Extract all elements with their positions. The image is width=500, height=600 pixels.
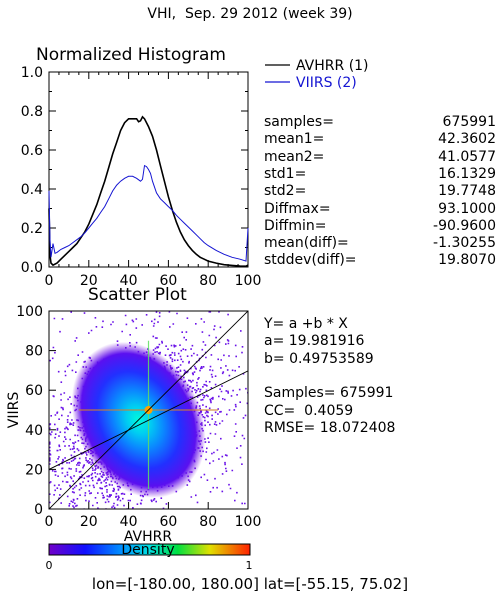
histogram-title: Normalized Histogram	[36, 45, 226, 65]
stats-value: 19.7748	[438, 183, 496, 200]
scatter-title: Scatter Plot	[88, 285, 187, 305]
stats-row: Diffmax= 93.1000	[264, 201, 496, 217]
regression-line-text: RMSE= 18.072408	[264, 419, 396, 436]
x-tick-label: 0	[45, 514, 54, 530]
stats-row: samples= 675991	[264, 114, 496, 130]
stats-row: std1= 16.1329	[264, 166, 496, 182]
y-tick-label: 0.6	[21, 143, 43, 159]
stats-row: Diffmin= -90.9600	[264, 218, 496, 234]
colorbar-min-label: 0	[46, 559, 53, 572]
regression-line-text: Samples= 675991	[264, 385, 394, 402]
x-tick-label: 60	[159, 273, 177, 289]
y-tick-label: 1.0	[21, 65, 43, 81]
series-line-viirs	[48, 164, 249, 262]
y-tick-label: 40	[25, 423, 43, 439]
regression-line-text: b= 0.49753589	[264, 350, 374, 367]
page-title: VHI, Sep. 29 2012 (week 39)	[147, 6, 353, 22]
stats-value: -90.9600	[433, 217, 496, 234]
y-tick-label: 0.8	[21, 104, 43, 120]
colorbar-max-label: 1	[246, 559, 253, 572]
x-tick-label: 20	[80, 273, 98, 289]
stats-row: stddev(diff)= 19.8070	[264, 252, 496, 268]
colorbar	[48, 543, 251, 556]
y-axis-label: VIIRS	[6, 392, 22, 429]
stats-value: 675991	[442, 114, 496, 130]
y-tick-label: 100	[16, 304, 43, 320]
regression-line-text: Y= a +b * X	[264, 316, 348, 332]
stats-value: 41.0577	[438, 148, 496, 165]
x-tick-label: 40	[120, 273, 138, 289]
stats-label: Diffmin=	[264, 217, 327, 234]
y-tick-label: 20	[25, 462, 43, 478]
stats-value: 42.3602	[438, 131, 496, 148]
colorbar-label: Density	[121, 542, 174, 558]
y-tick-label: 0.2	[21, 221, 43, 237]
stats-label: samples=	[264, 114, 334, 130]
stats-value: -1.30255	[433, 235, 496, 252]
y-tick-label: 0.0	[21, 260, 43, 276]
regression-line-text: a= 19.981916	[264, 333, 365, 350]
stats-value: 16.1329	[438, 165, 496, 182]
stats-row: std2= 19.7748	[264, 183, 496, 199]
stats-label: mean1=	[264, 131, 325, 148]
stats-label: stddev(diff)=	[264, 252, 357, 269]
x-tick-label: 0	[45, 273, 54, 289]
stats-row: mean2= 41.0577	[264, 149, 496, 165]
regression-line	[49, 370, 248, 470]
stats-row: mean(diff)= -1.30255	[264, 235, 496, 251]
x-tick-label: 20	[80, 514, 98, 530]
reference-line	[49, 311, 248, 509]
legend-label: AVHRR (1)	[296, 58, 369, 74]
stats-value: 19.8070	[438, 252, 496, 269]
x-tick-label: 40	[120, 514, 138, 530]
x-tick-label: 100	[235, 514, 262, 530]
scatter-frame	[48, 310, 249, 510]
y-tick-label: 0.4	[21, 182, 43, 198]
stats-value: 93.1000	[438, 200, 496, 217]
x-tick-label: 60	[159, 514, 177, 530]
series-line-avhrr	[48, 115, 249, 268]
stats-label: std1=	[264, 165, 307, 182]
y-tick-label: 0	[34, 502, 43, 518]
region-footer: lon=[-180.00, 180.00] lat=[-55.15, 75.02…	[91, 575, 409, 593]
legend-label: VIIRS (2)	[296, 75, 357, 91]
stats-row: mean1= 42.3602	[264, 131, 496, 147]
x-tick-label: 100	[235, 273, 262, 289]
stats-label: mean2=	[264, 148, 325, 165]
x-tick-label: 80	[199, 273, 217, 289]
y-tick-label: 60	[25, 383, 43, 399]
y-tick-label: 80	[25, 344, 43, 360]
stats-label: Diffmax=	[264, 200, 331, 217]
density-cloud	[49, 311, 248, 509]
stats-label: mean(diff)=	[264, 235, 349, 252]
x-axis-label: AVHRR	[124, 529, 173, 545]
x-tick-label: 80	[199, 514, 217, 530]
stats-label: std2=	[264, 183, 307, 200]
regression-line-text: CC= 0.4059	[264, 402, 354, 419]
